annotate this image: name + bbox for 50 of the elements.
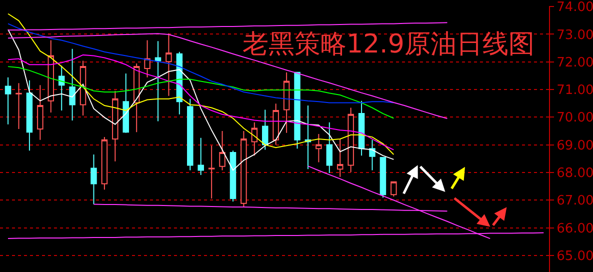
y-tick-label: 67.00 [556, 194, 593, 209]
candlestick [380, 157, 386, 198]
text: 老黑策略12.9原油日线图 [242, 30, 534, 60]
candlestick [326, 122, 333, 174]
candlestick [208, 145, 215, 199]
candlestick [48, 40, 54, 113]
candlestick [304, 105, 312, 170]
y-tick-label: 65.00 [556, 248, 593, 264]
candlestick [69, 48, 76, 121]
candlestick [348, 107, 354, 173]
line-series [8, 54, 394, 150]
line-series [8, 22, 448, 31]
candlestick [112, 90, 118, 162]
candlestick [154, 40, 162, 122]
y-tick-label: 68.00 [556, 166, 593, 182]
line-series [8, 66, 394, 119]
candlestick [101, 136, 108, 190]
candlestick [272, 103, 279, 146]
candlestick [4, 76, 12, 125]
candlestick [358, 100, 365, 156]
candlestick [122, 72, 129, 134]
y-tick-label: 66.00 [556, 221, 593, 236]
candlestick [166, 32, 172, 96]
candlestick [262, 109, 268, 150]
y-tick-label: 71.00 [556, 83, 593, 98]
candlestick [294, 72, 300, 150]
candlestick [316, 134, 322, 163]
candlestick [133, 63, 140, 133]
candlestick [90, 154, 97, 205]
y-tick-label: 70.00 [556, 110, 593, 126]
candlestick [187, 98, 194, 171]
candlestick [230, 150, 236, 202]
candlestick [240, 130, 247, 208]
candlestick [16, 82, 22, 130]
candlestick [336, 138, 344, 178]
candlestick [26, 80, 33, 152]
y-tick-label: 69.00 [556, 138, 593, 154]
candlestick [219, 130, 226, 171]
candlestick [283, 72, 290, 134]
y-tick-label: 73.00 [556, 28, 593, 43]
candlestick [80, 60, 86, 116]
candlestick [390, 181, 397, 198]
y-tick-label: 74.00 [556, 0, 593, 16]
y-tick-label: 72.00 [556, 55, 593, 70]
candlestick [144, 40, 150, 78]
candlestick [369, 139, 376, 171]
candlestick [198, 137, 204, 176]
candlestick [37, 84, 44, 140]
candlestick [58, 65, 65, 112]
candlestick [251, 122, 258, 156]
